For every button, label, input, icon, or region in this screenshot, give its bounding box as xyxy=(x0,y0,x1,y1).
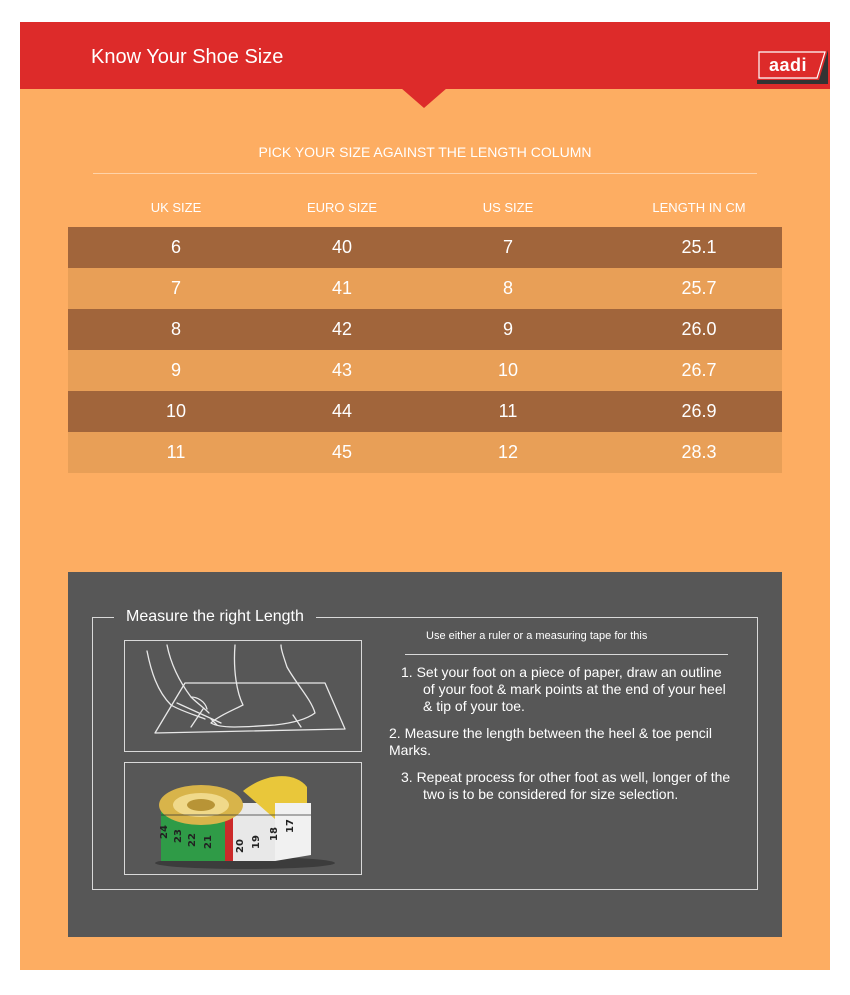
column-header-us-size: US SIZE xyxy=(482,200,534,215)
table-row: 6 40 7 25.1 xyxy=(68,227,782,268)
uk-size-cell: 10 xyxy=(165,401,187,421)
tape-number: 24 xyxy=(159,825,170,839)
column-header-uk-size: UK SIZE xyxy=(150,200,202,215)
page-title: Know Your Shoe Size xyxy=(91,46,284,68)
us-size-cell: 8 xyxy=(502,278,513,298)
table-row: 10 44 11 26.9 xyxy=(68,391,782,432)
length-cell: 25.1 xyxy=(681,237,717,257)
foot-illustration-box xyxy=(124,640,362,752)
tape-number: 21 xyxy=(203,835,214,849)
us-size-cell: 10 xyxy=(497,360,519,380)
us-size-cell: 11 xyxy=(498,401,518,421)
tape-number: 19 xyxy=(251,835,262,849)
tape-number: 17 xyxy=(285,819,296,833)
measure-section: Measure the right Length xyxy=(68,572,782,937)
tape-number: 23 xyxy=(173,829,184,843)
aadi-logo: aadi xyxy=(757,50,828,84)
length-cell: 26.7 xyxy=(681,360,717,380)
foot-measuring-illustration-icon xyxy=(146,644,346,734)
header-bar: Know Your Shoe Size aadi xyxy=(20,22,830,89)
header-notch xyxy=(401,88,447,108)
uk-size-cell: 7 xyxy=(170,278,181,298)
size-table-header: UK SIZE EURO SIZE US SIZE LENGTH IN CM xyxy=(68,200,782,220)
size-guide-panel: Know Your Shoe Size aadi PICK YOUR SIZE … xyxy=(20,22,830,970)
tape-number: 18 xyxy=(269,827,280,841)
logo-badge-icon xyxy=(757,50,828,84)
table-row: 8 42 9 26.0 xyxy=(68,309,782,350)
divider xyxy=(405,654,728,655)
euro-size-cell: 43 xyxy=(331,360,353,380)
measure-frame xyxy=(92,617,758,890)
table-row: 7 41 8 25.7 xyxy=(68,268,782,309)
column-header-euro-size: EURO SIZE xyxy=(306,200,378,215)
us-size-cell: 9 xyxy=(502,319,513,339)
size-chart-instruction: PICK YOUR SIZE AGAINST THE LENGTH COLUMN xyxy=(258,144,592,160)
us-size-cell: 7 xyxy=(502,237,513,257)
euro-size-cell: 40 xyxy=(331,237,353,257)
step-2: 2. Measure the length between the heel &… xyxy=(389,725,712,758)
logo-text: aadi xyxy=(768,55,808,75)
euro-size-cell: 45 xyxy=(331,442,353,462)
column-header-length-cm: LENGTH IN CM xyxy=(652,200,746,215)
measuring-hint: Use either a ruler or a measuring tape f… xyxy=(426,630,648,642)
length-cell: 25.7 xyxy=(681,278,717,298)
euro-size-cell: 42 xyxy=(331,319,353,339)
tape-illustration-box: 24 23 22 21 20 19 18 17 xyxy=(124,762,362,875)
table-row: 11 45 12 28.3 xyxy=(68,432,782,473)
divider xyxy=(93,173,757,174)
step-3: 3. Repeat process for other foot as well… xyxy=(401,769,731,802)
step-1: 1. Set your foot on a piece of paper, dr… xyxy=(401,664,726,714)
uk-size-cell: 11 xyxy=(166,442,186,462)
measuring-tape-image-icon: 24 23 22 21 20 19 18 17 xyxy=(155,776,335,869)
uk-size-cell: 9 xyxy=(170,360,181,380)
tape-number: 20 xyxy=(235,839,246,853)
measure-steps: 1. Set your foot on a piece of paper, dr… xyxy=(389,664,734,813)
tape-number: 22 xyxy=(187,833,198,847)
length-cell: 26.0 xyxy=(681,319,717,339)
uk-size-cell: 6 xyxy=(170,237,181,257)
euro-size-cell: 44 xyxy=(331,401,353,421)
length-cell: 26.9 xyxy=(681,401,717,421)
size-table: 6 40 7 25.1 7 41 8 25.7 8 42 9 26.0 9 43… xyxy=(68,227,782,473)
measure-title: Measure the right Length xyxy=(114,605,316,629)
table-row: 9 43 10 26.7 xyxy=(68,350,782,391)
length-cell: 28.3 xyxy=(681,442,717,462)
us-size-cell: 12 xyxy=(497,442,519,462)
uk-size-cell: 8 xyxy=(170,319,181,339)
euro-size-cell: 41 xyxy=(331,278,353,298)
